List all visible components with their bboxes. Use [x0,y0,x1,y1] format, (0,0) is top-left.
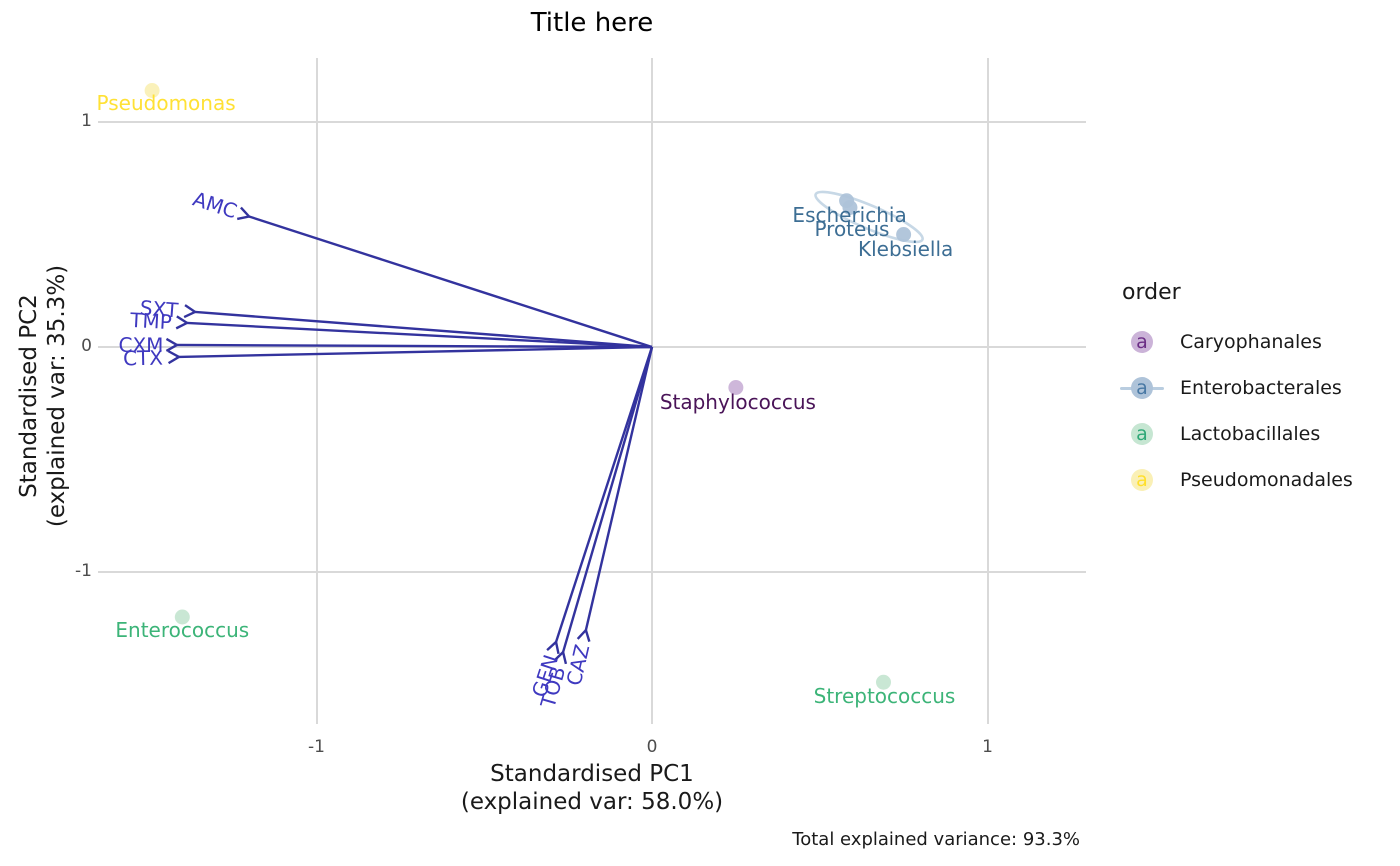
legend-item-pseudomonadales: a Pseudomonadales [1105,463,1400,497]
x-tick-1: 1 [982,737,993,757]
y-axis-title-line1: Standardised PC2 [16,294,42,498]
plot-canvas [144,83,924,690]
x-axis-title-line1: Standardised PC1 [490,761,694,787]
point-label-streptococcus: Streptococcus [813,684,956,709]
point-label-staphylococcus: Staphylococcus [659,389,816,414]
point-label-klebsiella: Klebsiella [857,236,954,261]
point-label-pseudomonas: Pseudomonas [98,90,236,115]
gridline-y--1 [98,571,1086,573]
legend-item-label: Lactobacillales [1180,423,1321,445]
gridline-y-1 [98,121,1086,123]
point-streptococcus [875,674,891,690]
legend-key-letter: a [1136,423,1148,445]
x-tick-0: 0 [646,737,658,757]
legend-item-caryophanales: a Caryophanales [1105,325,1400,359]
legend-key-dot [1131,331,1153,353]
legend-key-letter: a [1136,331,1148,353]
legend-key-letter: a [1136,377,1148,399]
legend-item-label: Enterobacterales [1180,377,1342,399]
point-enterococcus [174,609,190,625]
legend-item-label: Pseudomonadales [1180,469,1353,491]
legend-key-letter: a [1136,469,1148,491]
y-tick-0: 0 [81,336,92,356]
legend-key-dot [1131,423,1153,445]
loading-arrow-cxm [165,337,653,352]
legend-item-enterobacterales: a Enterobacterales [1105,371,1400,405]
loading-arrow-tob [553,346,654,665]
loading-arrow-gen [546,346,654,655]
point-staphylococcus [728,380,744,395]
caption: Total explained variance: 93.3% [792,829,1080,850]
plot-panel: Pseudomonas Escherichia Proteus Klebsiella S… [98,58,1086,724]
y-axis-title-line2: (explained var: 35.3%) [44,264,70,528]
loading-arrow-tmp [175,315,653,349]
point-label-proteus: Proteus [814,216,890,241]
x-axis-title: Standardised PC1 (explained var: 58.0%) [342,760,842,816]
point-label-enterococcus: Enterococcus [115,618,250,642]
point-proteus [842,200,858,215]
loading-arrow-sxt [183,304,653,349]
loading-arrow-ctx [167,345,653,365]
gridline-x--1 [315,58,318,724]
legend: order a Caryophanales a Enterobacterales a La… [1105,280,1400,520]
legend-title: order [1122,280,1181,305]
legend-key-enterobacterales: a [1120,371,1164,405]
y-tick-1: 1 [81,111,92,131]
loading-arrow-caz [576,346,654,642]
confidence-ellipse-enterobacterales [814,190,924,244]
legend-key-dot [1131,469,1153,491]
loading-label-ctx: CTX [122,345,164,371]
point-label-escherichia: Escherichia [792,202,907,227]
gridline-x-0 [651,58,653,724]
gridline-x-1 [986,58,989,724]
x-tick--1: -1 [308,737,325,757]
y-tick--1: -1 [75,561,92,581]
point-klebsiella [896,227,912,242]
legend-key-lactobacillales: a [1125,417,1159,451]
plot-title: Title here [530,8,654,38]
legend-key-pseudomonadales: a [1125,463,1159,497]
point-pseudomonas [144,83,160,98]
loading-label-tmp: TMP [129,307,173,335]
legend-item-lactobacillales: a Lactobacillales [1105,417,1400,451]
loading-arrow-amc [236,206,653,349]
legend-key-caryophanales: a [1125,325,1159,359]
y-axis-title: Standardised PC2 (explained var: 35.3%) [15,146,71,646]
legend-key-dot [1131,377,1153,399]
legend-item-label: Caryophanales [1180,331,1322,353]
x-axis-title-line2: (explained var: 58.0%) [460,789,724,815]
